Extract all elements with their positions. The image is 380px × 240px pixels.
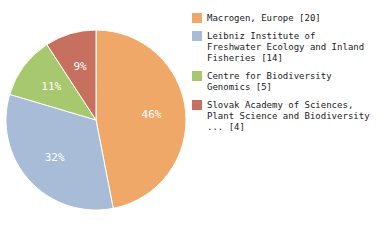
legend-label-line: Plant Science and Biodiversity bbox=[207, 111, 370, 121]
data-label: 46% bbox=[142, 108, 162, 121]
data-label: 11% bbox=[41, 80, 61, 93]
pie-slice bbox=[6, 94, 113, 210]
pie-slice bbox=[47, 30, 96, 120]
legend: Macrogen, Europe [20] Leibniz Institute o… bbox=[192, 13, 370, 132]
legend-label-line: Fisheries [14] bbox=[207, 53, 283, 63]
pie-slice bbox=[96, 30, 186, 208]
legend-label-line: Centre for Biodiversity bbox=[207, 71, 332, 81]
data-labels: 46% 32% 11% 9% bbox=[41, 60, 162, 164]
legend-swatch bbox=[192, 71, 202, 81]
data-label: 32% bbox=[45, 151, 65, 164]
legend-label-line: Leibniz Institute of bbox=[207, 31, 315, 41]
legend-swatch bbox=[192, 100, 202, 110]
legend-swatch bbox=[192, 31, 202, 41]
legend-label-line: ... [4] bbox=[207, 122, 245, 132]
legend-label-line: Genomics [5] bbox=[207, 82, 272, 92]
chart-container: 46% 32% 11% 9% Macrogen, Europe [20] Leibniz … bbox=[0, 0, 380, 240]
legend-label: Centre for BiodiversityGenomics [5] bbox=[207, 71, 332, 92]
data-label: 9% bbox=[73, 60, 87, 73]
legend-label: Macrogen, Europe [20] bbox=[207, 13, 321, 23]
legend-label: Leibniz Institute ofFreshwater Ecology a… bbox=[207, 31, 364, 63]
legend-label-line: Macrogen, Europe [20] bbox=[207, 13, 321, 23]
legend-label-line: Freshwater Ecology and Inland bbox=[207, 42, 364, 52]
legend-label-line: Slovak Academy of Sciences, bbox=[207, 100, 353, 110]
legend-label: Slovak Academy of Sciences,Plant Science… bbox=[207, 100, 370, 132]
chart: 46% 32% 11% 9% Macrogen, Europe [20] Leibniz … bbox=[0, 0, 380, 240]
legend-swatch bbox=[192, 13, 202, 23]
slices bbox=[6, 30, 186, 210]
